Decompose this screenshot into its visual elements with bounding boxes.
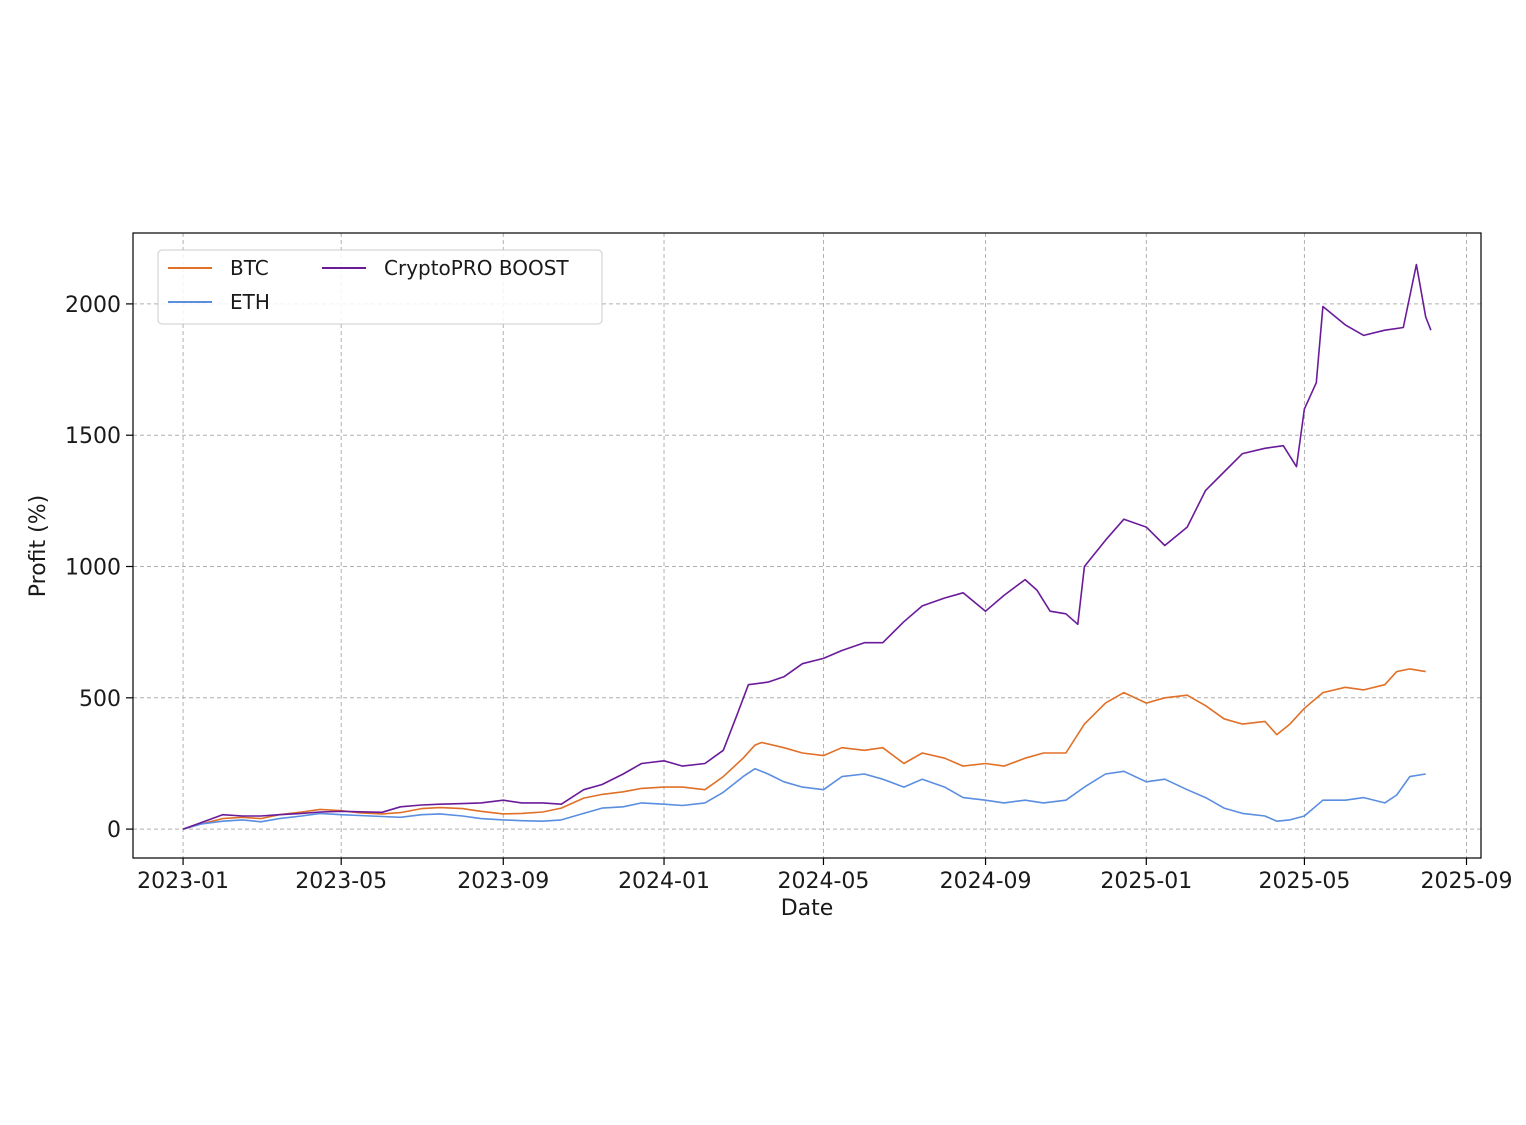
- x-tick-label: 2023-01: [137, 869, 229, 894]
- x-tick-label: 2024-01: [618, 869, 710, 894]
- y-tick-label: 0: [107, 818, 121, 843]
- x-tick-label: 2025-05: [1258, 869, 1350, 894]
- x-axis-label: Date: [781, 896, 834, 921]
- x-tick-label: 2023-09: [457, 869, 549, 894]
- x-tick-label: 2025-01: [1100, 869, 1192, 894]
- x-tick-label: 2024-09: [940, 869, 1032, 894]
- y-tick-label: 1500: [65, 424, 121, 449]
- x-tick-label: 2025-09: [1421, 869, 1513, 894]
- series-lines: [182, 263, 1432, 830]
- legend-entry-eth: ETH: [168, 290, 270, 314]
- legend-label-btc: BTC: [230, 256, 269, 280]
- legend-box: [157, 249, 603, 325]
- gridlines: [133, 233, 1481, 858]
- series-line-cryptopro-boost: [182, 263, 1432, 830]
- legend-entry-cryptopro-boost: CryptoPRO BOOST: [322, 256, 569, 280]
- y-tick-label: 2000: [65, 293, 121, 318]
- y-axis-label: Profit (%): [26, 495, 51, 597]
- legend: BTC ETH CryptoPRO BOOST: [157, 249, 603, 325]
- plot-area-frame: [132, 232, 1482, 859]
- legend-label-cryptopro-boost: CryptoPRO BOOST: [384, 256, 569, 280]
- y-axis-ticks: 0 500 1000 1500 2000: [65, 293, 133, 843]
- series-line-btc: [182, 668, 1426, 830]
- series-line-eth: [182, 767, 1426, 830]
- legend-label-eth: ETH: [230, 290, 270, 314]
- x-tick-label: 2023-05: [295, 869, 387, 894]
- y-tick-label: 500: [79, 687, 121, 712]
- legend-entry-btc: BTC: [168, 256, 269, 280]
- y-tick-label: 1000: [65, 556, 121, 581]
- x-axis-ticks: 2023-01 2023-05 2023-09 2024-01 2024-05 2024-…: [137, 858, 1512, 894]
- x-tick-label: 2024-05: [778, 869, 870, 894]
